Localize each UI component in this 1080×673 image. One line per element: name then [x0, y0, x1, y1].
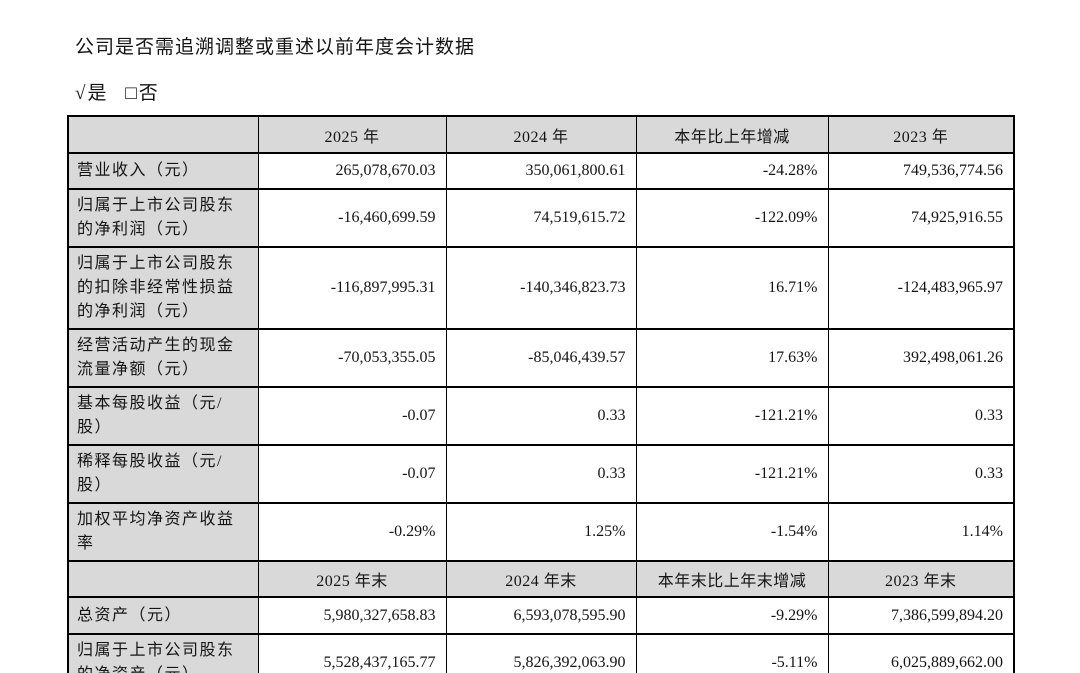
row-label-cell: 归属于上市公司股东 的扣除非经常性损益 的净利润（元） [67, 246, 259, 330]
value-cell: 749,536,774.56 [827, 152, 1015, 190]
value-cell: -140,346,823.73 [445, 246, 637, 330]
value-cell: 1.25% [445, 502, 637, 562]
value-cell: 7,386,599,894.20 [827, 596, 1015, 635]
value-cell: -70,053,355.05 [257, 328, 447, 388]
value-cell: 350,061,800.61 [445, 152, 637, 190]
value-cell: -124,483,965.97 [827, 246, 1015, 330]
table-row-net-profit-excl-nonrecurring: 归属于上市公司股东 的扣除非经常性损益 的净利润（元） -116,897,995… [67, 246, 1015, 330]
value-cell: 5,528,437,165.77 [257, 633, 447, 673]
financial-summary-table: 2025 年 2024 年 本年比上年增减 2023 年 营业收入（元） 265… [67, 115, 1015, 673]
table-header-row-annual: 2025 年 2024 年 本年比上年增减 2023 年 [67, 115, 1015, 154]
value-cell: -16,460,699.59 [257, 188, 447, 248]
value-cell: 0.33 [827, 386, 1015, 446]
row-label-cell: 归属于上市公司股东 的净利润（元） [67, 188, 259, 248]
section-title: 公司是否需追溯调整或重述以前年度会计数据 [75, 37, 476, 58]
value-cell: 1.14% [827, 502, 1015, 562]
value-cell: 74,925,916.55 [827, 188, 1015, 248]
table-row-weighted-avg-roe: 加权平均净资产收益 率 -0.29% 1.25% -1.54% 1.14% [67, 502, 1015, 562]
table-row-net-assets: 归属于上市公司股东 的净资产（元） 5,528,437,165.77 5,826… [67, 633, 1015, 673]
yes-option: √ 是 [75, 83, 106, 104]
no-option: □ 否 [125, 83, 158, 104]
row-label-cell: 基本每股收益（元/ 股） [67, 386, 259, 446]
header-cell-yoy-end-change: 本年末比上年末增减 [635, 560, 829, 598]
value-cell: -122.09% [635, 188, 829, 248]
value-cell: -121.21% [635, 444, 829, 504]
value-cell: -9.29% [635, 596, 829, 635]
restatement-options: √ 是 □ 否 [75, 78, 172, 105]
value-cell: 74,519,615.72 [445, 188, 637, 248]
table-row-total-assets: 总资产（元） 5,980,327,658.83 6,593,078,595.90… [67, 596, 1015, 635]
row-label-cell: 经营活动产生的现金 流量净额（元） [67, 328, 259, 388]
row-label-cell: 加权平均净资产收益 率 [67, 502, 259, 562]
value-cell: -116,897,995.31 [257, 246, 447, 330]
table-row-operating-cash-flow: 经营活动产生的现金 流量净额（元） -70,053,355.05 -85,046… [67, 328, 1015, 388]
row-label-cell: 总资产（元） [67, 596, 259, 635]
checkbox-unchecked-icon: □ [125, 83, 137, 104]
value-cell: -121.21% [635, 386, 829, 446]
row-label-cell: 稀释每股收益（元/ 股） [67, 444, 259, 504]
value-cell: 392,498,061.26 [827, 328, 1015, 388]
header-cell-yoy-change: 本年比上年增减 [635, 115, 829, 154]
value-cell: -1.54% [635, 502, 829, 562]
value-cell: -0.07 [257, 386, 447, 446]
value-cell: 265,078,670.03 [257, 152, 447, 190]
value-cell: 17.63% [635, 328, 829, 388]
value-cell: 0.33 [445, 444, 637, 504]
yes-option-label: 是 [87, 83, 107, 104]
value-cell: 6,593,078,595.90 [445, 596, 637, 635]
value-cell: 5,980,327,658.83 [257, 596, 447, 635]
value-cell: -0.29% [257, 502, 447, 562]
table-row-net-profit: 归属于上市公司股东 的净利润（元） -16,460,699.59 74,519,… [67, 188, 1015, 248]
value-cell: -0.07 [257, 444, 447, 504]
value-cell: 0.33 [445, 386, 637, 446]
value-cell: -85,046,439.57 [445, 328, 637, 388]
header-cell-2025: 2025 年 [257, 115, 447, 154]
header-cell-2024-end: 2024 年末 [445, 560, 637, 598]
value-cell: 0.33 [827, 444, 1015, 504]
no-option-label: 否 [138, 83, 158, 104]
header-cell-2024: 2024 年 [445, 115, 637, 154]
value-cell: -5.11% [635, 633, 829, 673]
table-row-basic-eps: 基本每股收益（元/ 股） -0.07 0.33 -121.21% 0.33 [67, 386, 1015, 446]
header-cell-2023: 2023 年 [827, 115, 1015, 154]
value-cell: -24.28% [635, 152, 829, 190]
header-cell-blank [67, 115, 259, 154]
table-row-diluted-eps: 稀释每股收益（元/ 股） -0.07 0.33 -121.21% 0.33 [67, 444, 1015, 504]
value-cell: 16.71% [635, 246, 829, 330]
table-header-row-year-end: 2025 年末 2024 年末 本年末比上年末增减 2023 年末 [67, 560, 1015, 598]
header-cell-2025-end: 2025 年末 [257, 560, 447, 598]
checkbox-checked-icon: √ [75, 83, 86, 104]
table-row-revenue: 营业收入（元） 265,078,670.03 350,061,800.61 -2… [67, 152, 1015, 190]
header-cell-blank [67, 560, 259, 598]
value-cell: 6,025,889,662.00 [827, 633, 1015, 673]
row-label-cell: 归属于上市公司股东 的净资产（元） [67, 633, 259, 673]
value-cell: 5,826,392,063.90 [445, 633, 637, 673]
row-label-cell: 营业收入（元） [67, 152, 259, 190]
header-cell-2023-end: 2023 年末 [827, 560, 1015, 598]
